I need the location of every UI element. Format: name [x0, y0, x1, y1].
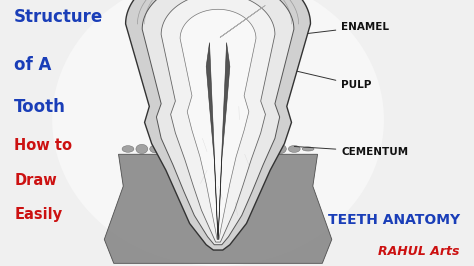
Text: PULP: PULP — [268, 64, 372, 90]
Ellipse shape — [191, 145, 203, 153]
Ellipse shape — [302, 147, 314, 151]
Polygon shape — [126, 0, 310, 250]
Text: CEMENTUM: CEMENTUM — [294, 147, 409, 157]
Text: Tooth: Tooth — [14, 98, 66, 117]
Text: Draw: Draw — [14, 173, 57, 188]
Polygon shape — [142, 0, 294, 245]
Polygon shape — [180, 9, 256, 239]
Ellipse shape — [164, 147, 175, 151]
Ellipse shape — [219, 145, 231, 153]
Text: ENAMEL: ENAMEL — [301, 22, 389, 34]
Text: TEETH ANATOMY: TEETH ANATOMY — [328, 213, 460, 227]
Ellipse shape — [122, 146, 134, 152]
Ellipse shape — [233, 147, 245, 151]
Text: RAHUL Arts: RAHUL Arts — [378, 245, 460, 258]
Ellipse shape — [52, 0, 384, 266]
Ellipse shape — [247, 147, 259, 151]
Polygon shape — [218, 43, 230, 239]
Ellipse shape — [205, 144, 217, 153]
Text: Structure: Structure — [14, 8, 103, 26]
Ellipse shape — [150, 145, 162, 153]
Ellipse shape — [261, 145, 273, 153]
Polygon shape — [206, 43, 218, 239]
Ellipse shape — [274, 144, 286, 153]
Text: of A: of A — [14, 56, 52, 74]
Ellipse shape — [177, 147, 189, 151]
Ellipse shape — [136, 144, 148, 153]
Ellipse shape — [288, 146, 300, 152]
Text: How to: How to — [14, 138, 72, 153]
Text: Easily: Easily — [14, 207, 63, 222]
Polygon shape — [161, 0, 275, 242]
Polygon shape — [104, 154, 332, 263]
